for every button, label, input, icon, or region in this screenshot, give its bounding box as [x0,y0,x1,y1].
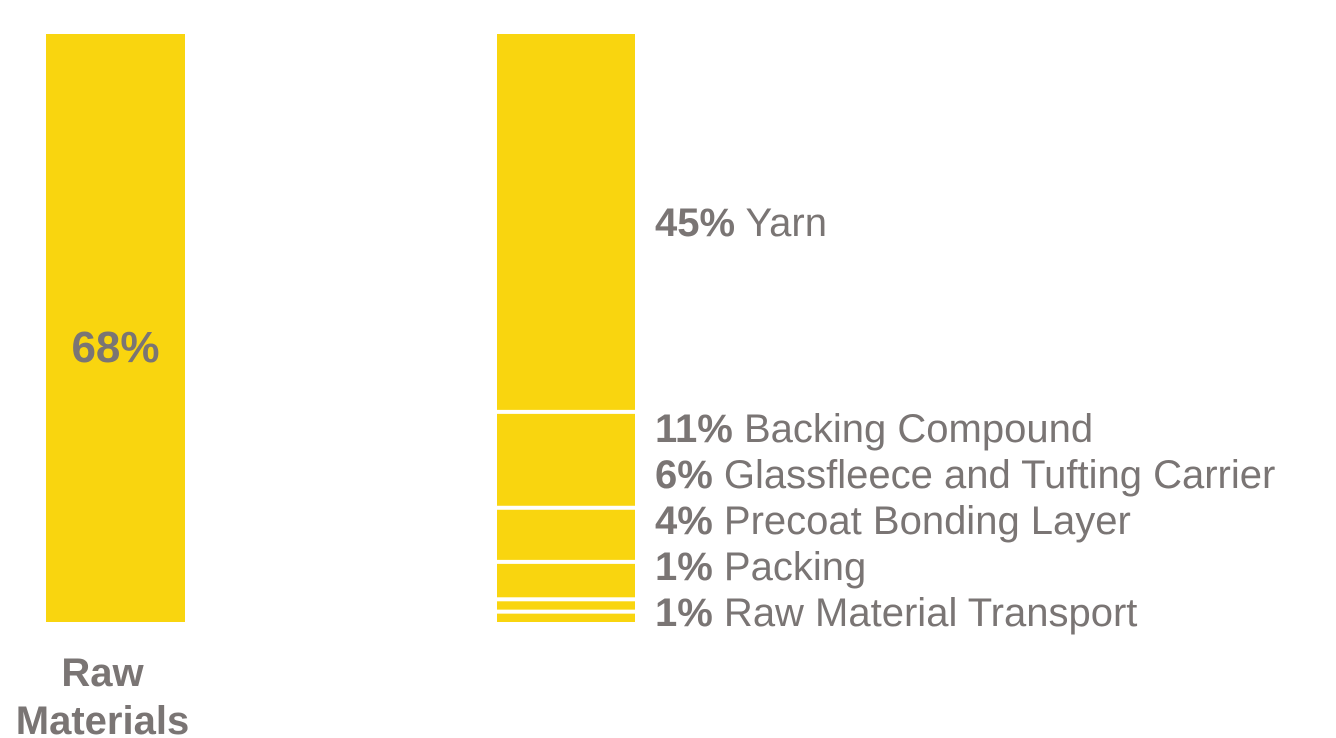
segment-value-6: 1% [655,591,713,635]
segment-value-1: 45% [655,201,735,245]
segment-name-1: Yarn [735,201,827,245]
segment-name-4: Precoat Bonding Layer [713,499,1131,543]
segment-2 [497,413,635,506]
segment-label-5: 1% Packing [655,545,866,589]
segment-value-3: 6% [655,453,713,497]
segment-4 [497,563,635,598]
segment-label-6: 1% Raw Material Transport [655,591,1137,635]
total-caption-line-2: Materials [16,699,189,738]
segment-value-5: 1% [655,545,713,589]
segment-label-4: 4% Precoat Bonding Layer [655,499,1131,543]
segment-1 [497,34,635,410]
segment-value-2: 11% [655,407,733,451]
segment-3 [497,509,635,560]
segment-6 [497,613,635,622]
breakdown-bar [497,34,635,622]
segment-name-5: Packing [713,545,866,589]
segment-name-3: Glassfleece and Tufting Carrier [713,453,1275,497]
segment-name-2: Backing Compound [733,407,1093,451]
total-bar [46,34,185,622]
segment-5 [497,601,635,610]
segment-value-4: 4% [655,499,713,543]
segment-name-6: Raw Material Transport [713,591,1138,635]
segment-label-2: 11% Backing Compound [655,407,1093,451]
segment-label-3: 6% Glassfleece and Tufting Carrier [655,453,1275,497]
total-value-label: 68% [71,323,159,372]
segment-label-1: 45% Yarn [655,201,827,245]
total-caption-line-1: Raw [61,651,144,695]
